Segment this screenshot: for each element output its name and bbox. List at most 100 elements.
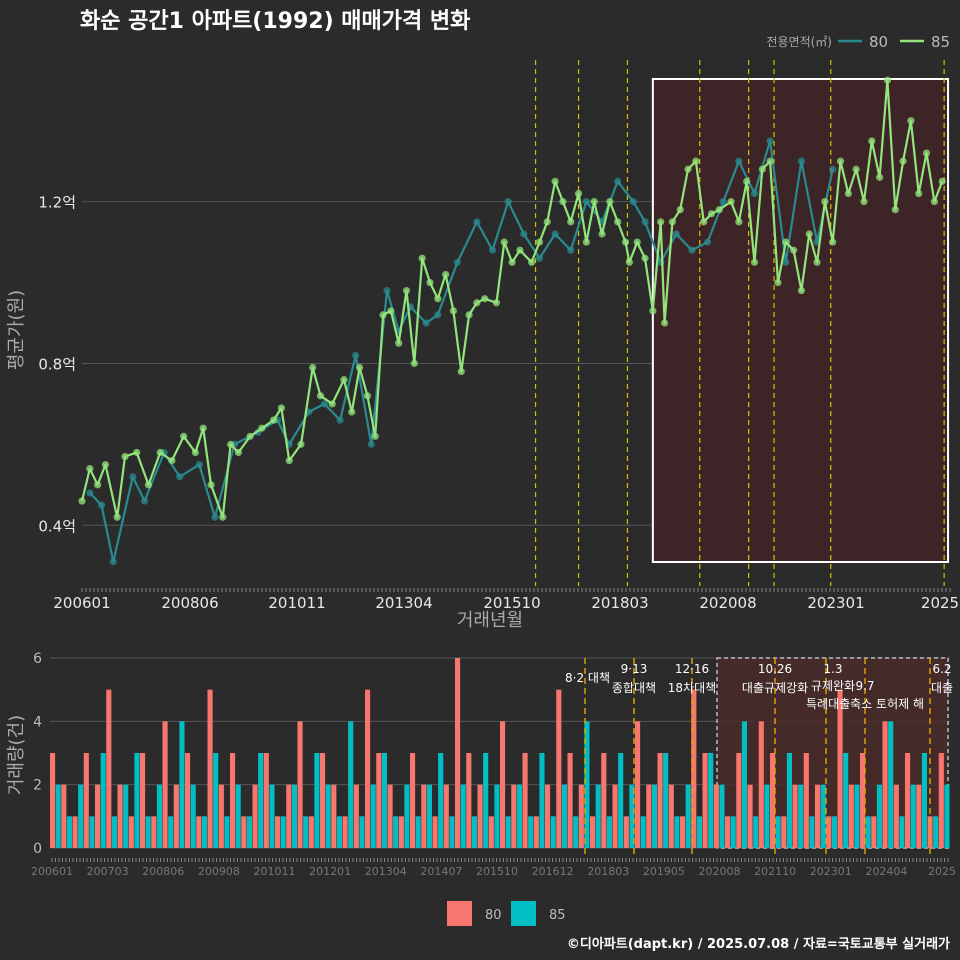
series-point-85 [535, 238, 544, 246]
volume-bar-80 [207, 689, 213, 848]
series-point-85 [465, 311, 473, 319]
series-point-80 [488, 246, 497, 254]
volume-bar-80 [443, 784, 449, 848]
volume-bar-80 [297, 721, 303, 848]
volume-bar-85 [471, 816, 477, 848]
series-point-80 [504, 198, 512, 206]
price-axes: 200601 200806 201011 201304 201510 201803 2020… [53, 588, 959, 612]
series-point-85 [641, 254, 649, 262]
series-point-85 [457, 367, 465, 376]
series-point-85 [516, 246, 524, 254]
volume-bar-80 [173, 784, 179, 848]
y-tick-label: 0.8억 [38, 355, 76, 373]
volume-bar-80 [848, 784, 854, 848]
volume-bar-80 [308, 816, 314, 848]
volume-bar-85 [66, 816, 72, 848]
volume-bar-80 [916, 784, 922, 848]
volume-bar-85 [798, 784, 804, 848]
series-point-85 [234, 448, 242, 457]
volume-bar-80 [162, 721, 168, 848]
volume-bar-80 [691, 689, 697, 848]
volume-bar-80 [657, 753, 663, 848]
volume-bar-85 [426, 784, 432, 848]
volume-bar-85 [584, 721, 590, 848]
series-point-80 [176, 473, 184, 481]
volume-bar-80 [736, 753, 742, 848]
series-point-80 [97, 501, 106, 509]
series-point-85 [915, 189, 923, 198]
volume-bar-85 [910, 784, 916, 848]
volume-bar-85 [415, 816, 421, 848]
volume-bars [50, 658, 950, 848]
series-point-80 [195, 461, 203, 469]
volume-bar-80 [578, 784, 584, 848]
series-point-85 [743, 177, 751, 185]
volume-x-tick-label: 202404 [865, 865, 907, 878]
volume-bar-85 [550, 816, 556, 848]
volume-y-tick-label: 0 [33, 841, 42, 857]
volume-bar-80 [185, 753, 191, 848]
series-point-80 [641, 218, 649, 226]
series-point-85 [750, 258, 759, 266]
volume-bar-80 [286, 784, 292, 848]
series-point-80 [453, 258, 461, 266]
volume-bar-80 [50, 753, 56, 848]
volume-bar-80 [500, 721, 506, 848]
series-point-85 [543, 218, 551, 226]
price-panel: 0.4억 0.8억 1.2억 200601 200806 201011 201304 201… [38, 60, 959, 612]
policy-date-label: 9·13 [621, 662, 648, 676]
volume-bar-85 [156, 784, 162, 848]
volume-bar-80 [725, 816, 731, 848]
series-point-85 [774, 278, 782, 287]
volume-bar-85 [78, 784, 84, 848]
volume-bar-85 [719, 784, 725, 848]
volume-bar-85 [775, 816, 781, 848]
volume-bar-80 [151, 816, 157, 848]
series-point-85 [551, 177, 559, 185]
series-point-80 [320, 400, 329, 408]
series-point-85 [481, 295, 489, 303]
series-point-85 [101, 461, 110, 469]
legend-label-80: 80 [485, 908, 502, 923]
volume-bar-85 [494, 784, 500, 848]
volume-bar-80 [781, 816, 787, 848]
volume-bar-80 [545, 784, 551, 848]
volume-bar-80 [882, 721, 888, 848]
volume-bar-80 [803, 753, 809, 848]
volume-bar-85 [876, 784, 882, 848]
series-point-85 [633, 238, 641, 246]
x-tick-label: 201510 [483, 594, 540, 612]
volume-bar-80 [140, 753, 146, 848]
series-point-85 [860, 198, 868, 206]
volume-bar-80 [275, 816, 281, 848]
volume-bar-85 [595, 784, 601, 848]
series-point-85 [297, 440, 305, 448]
series-point-80 [703, 238, 712, 246]
series-point-85 [930, 198, 938, 206]
volume-bar-85 [370, 784, 376, 848]
volume-bar-85 [629, 784, 635, 848]
volume-bar-80 [342, 816, 348, 848]
series-point-85 [590, 198, 598, 206]
series-point-85 [692, 157, 700, 165]
volume-bar-85 [325, 784, 331, 848]
series-point-85 [649, 307, 657, 315]
legend-label-80: 80 [869, 33, 888, 51]
volume-bar-80 [72, 816, 78, 848]
price-series [78, 76, 946, 566]
series-point-80 [829, 165, 837, 173]
volume-x-tick-label: 201304 [365, 865, 407, 878]
volume-bar-85 [269, 784, 275, 848]
series-point-85 [574, 189, 583, 198]
series-point-85 [559, 198, 567, 206]
series-point-85 [449, 307, 458, 315]
series-point-80 [551, 230, 559, 238]
policy-lines-bottom: 8·2 대책 9·13 종합대책 12·16 18차대책 10.26 대출규제강화 1.3 규제… [565, 658, 953, 858]
volume-bar-80 [905, 753, 911, 848]
volume-bar-80 [590, 816, 596, 848]
series-point-85 [492, 299, 501, 307]
volume-x-tick-label: 2025 [928, 865, 956, 878]
policy-text-label: 특례대출축소 토허제 해 [806, 697, 924, 711]
series-point-85 [813, 258, 821, 266]
